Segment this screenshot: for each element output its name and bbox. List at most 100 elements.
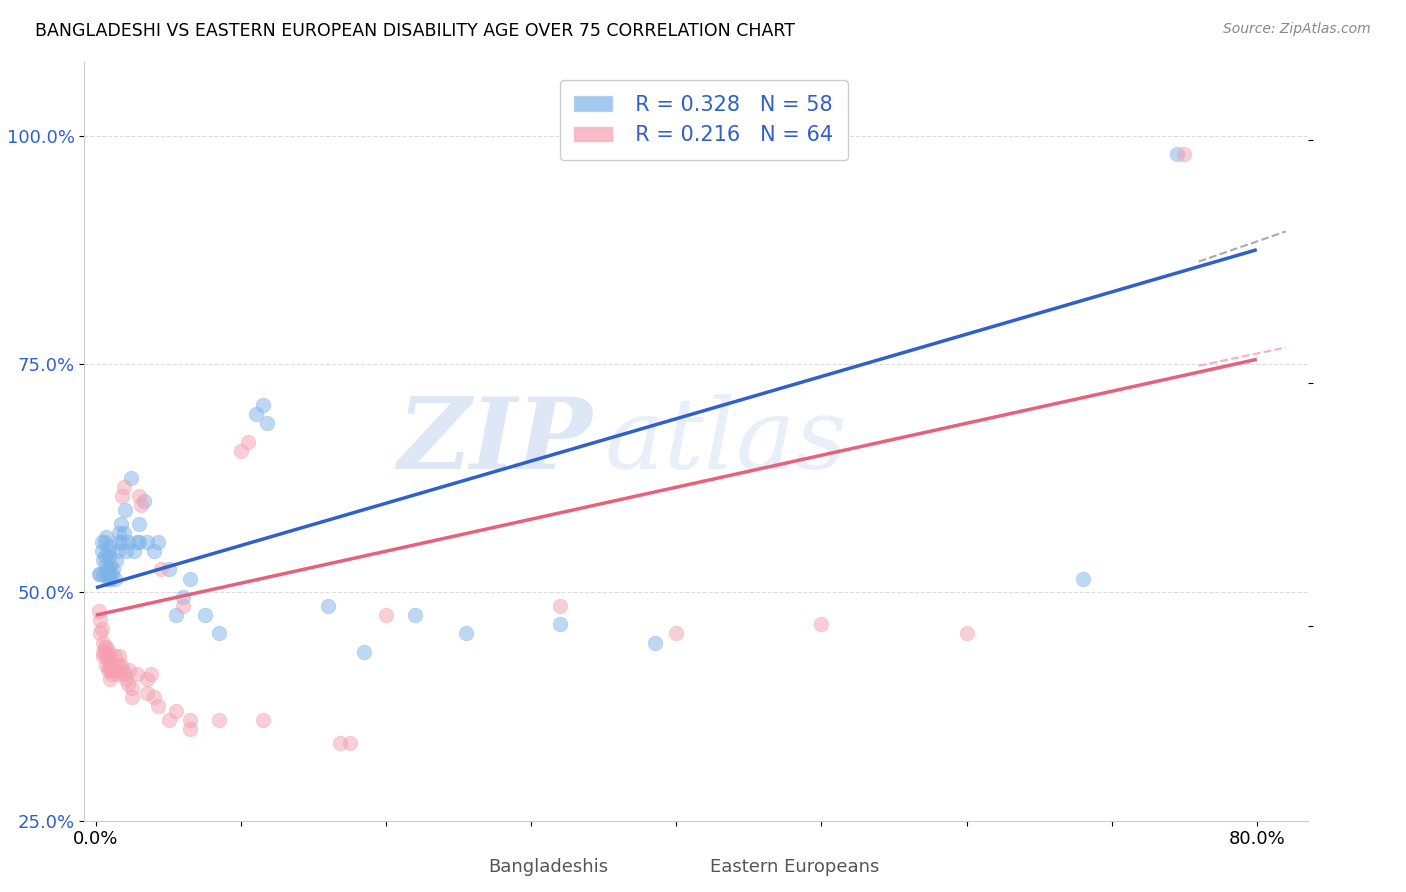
Point xyxy=(100,663,122,677)
Point xyxy=(97,562,120,576)
Point xyxy=(97,544,120,558)
Point xyxy=(90,622,112,636)
Point xyxy=(454,626,477,640)
Text: Eastern Europeans: Eastern Europeans xyxy=(710,858,879,876)
Point xyxy=(165,608,187,623)
Point xyxy=(115,672,138,686)
Point xyxy=(98,566,121,581)
Point xyxy=(94,640,117,654)
Point xyxy=(644,635,666,649)
Text: Source: ZipAtlas.com: Source: ZipAtlas.com xyxy=(1223,22,1371,37)
Point xyxy=(89,626,111,640)
Point xyxy=(128,489,150,503)
Point xyxy=(1071,572,1094,586)
Point xyxy=(179,713,201,727)
Point xyxy=(329,736,352,750)
Point xyxy=(550,599,572,613)
Point xyxy=(107,544,129,558)
Point xyxy=(256,417,278,431)
Point xyxy=(179,572,201,586)
Point xyxy=(316,599,339,613)
Point xyxy=(179,723,201,737)
Point xyxy=(93,640,115,654)
Point xyxy=(375,608,398,623)
Point xyxy=(550,617,572,632)
Point xyxy=(121,690,143,705)
Point xyxy=(93,535,115,549)
Point xyxy=(404,608,426,623)
Point xyxy=(150,562,173,576)
Point xyxy=(98,549,121,563)
Point xyxy=(129,499,152,513)
Point xyxy=(89,613,111,627)
Point xyxy=(112,480,135,494)
Point xyxy=(107,658,129,673)
Point xyxy=(97,649,120,664)
Point xyxy=(87,603,110,617)
Point xyxy=(353,645,375,659)
Point xyxy=(107,667,129,681)
Point xyxy=(1166,146,1188,161)
Point xyxy=(104,649,127,664)
Point xyxy=(245,407,267,421)
Text: Bangladeshis: Bangladeshis xyxy=(488,858,609,876)
Point xyxy=(98,645,121,659)
Point xyxy=(273,882,295,892)
Point xyxy=(112,525,135,540)
Point xyxy=(135,535,157,549)
Point xyxy=(139,667,162,681)
Point xyxy=(100,672,122,686)
Point xyxy=(148,535,170,549)
Point xyxy=(93,549,115,563)
Point xyxy=(252,713,274,727)
Point xyxy=(111,535,134,549)
Point xyxy=(229,443,252,458)
Point xyxy=(208,713,231,727)
Point xyxy=(110,658,132,673)
Point xyxy=(94,558,117,572)
Point xyxy=(114,503,136,517)
Legend:   R = 0.328   N = 58,   R = 0.216   N = 64: R = 0.328 N = 58, R = 0.216 N = 64 xyxy=(560,80,848,160)
Text: BANGLADESHI VS EASTERN EUROPEAN DISABILITY AGE OVER 75 CORRELATION CHART: BANGLADESHI VS EASTERN EUROPEAN DISABILI… xyxy=(35,22,796,40)
Point xyxy=(101,667,124,681)
Point xyxy=(101,566,124,581)
Point xyxy=(665,626,688,640)
Point xyxy=(810,617,832,632)
Point xyxy=(172,590,194,604)
Point xyxy=(165,704,187,718)
Point xyxy=(89,566,111,581)
Point xyxy=(111,489,134,503)
Point xyxy=(132,494,155,508)
Point xyxy=(955,626,977,640)
Point xyxy=(252,398,274,412)
Point xyxy=(135,672,157,686)
Point xyxy=(114,667,136,681)
Point xyxy=(87,566,110,581)
Point xyxy=(125,667,148,681)
Point xyxy=(118,663,141,677)
Point xyxy=(90,535,112,549)
Point xyxy=(259,837,281,851)
Point xyxy=(157,713,180,727)
Point xyxy=(115,544,138,558)
Point xyxy=(121,681,143,696)
Point xyxy=(208,626,231,640)
Point xyxy=(104,572,127,586)
Point xyxy=(100,654,122,668)
Point xyxy=(91,649,114,664)
Point xyxy=(108,649,131,664)
Point xyxy=(91,566,114,581)
Point xyxy=(103,562,125,576)
Point xyxy=(128,516,150,531)
Point xyxy=(97,663,120,677)
Point xyxy=(91,645,114,659)
Point xyxy=(100,558,122,572)
Point xyxy=(120,471,142,485)
Text: atlas: atlas xyxy=(605,394,846,489)
Point xyxy=(103,663,125,677)
Point xyxy=(122,544,145,558)
Point xyxy=(105,663,128,677)
Point xyxy=(1173,146,1195,161)
Point xyxy=(172,599,194,613)
Point xyxy=(108,535,131,549)
